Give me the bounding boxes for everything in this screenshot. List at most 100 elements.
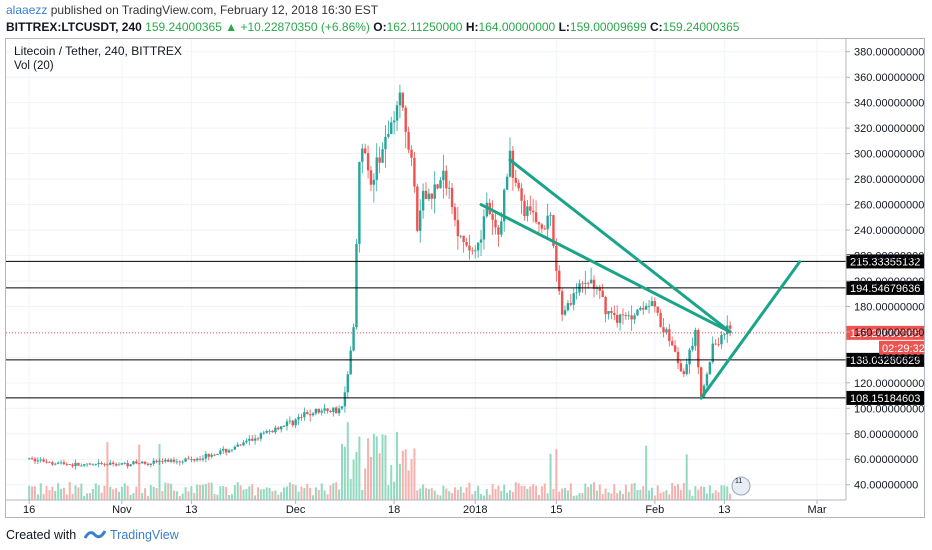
- volume-bar: [60, 488, 63, 500]
- candle-body: [720, 334, 723, 345]
- volume-bar: [520, 485, 523, 500]
- chart-frame[interactable]: [5, 38, 925, 518]
- volume-bar: [404, 449, 407, 500]
- candle-body: [558, 270, 561, 292]
- candle-body: [230, 449, 234, 451]
- candle-body: [560, 291, 564, 315]
- volume-bar: [193, 492, 196, 500]
- volume-bar: [167, 483, 170, 500]
- candle-body: [604, 297, 607, 315]
- volume-bar: [410, 459, 413, 500]
- volume-bar: [259, 489, 262, 500]
- volume-bar: [254, 495, 257, 500]
- volume-bar: [416, 490, 419, 500]
- candle-body: [479, 239, 483, 243]
- candle-body: [297, 416, 300, 420]
- candle-body: [627, 315, 630, 317]
- candle-body: [83, 464, 86, 466]
- tradingview-brand[interactable]: TradingView: [110, 528, 179, 542]
- candle-body: [485, 202, 489, 217]
- volume-bar: [653, 495, 656, 500]
- volume-bar: [540, 486, 543, 500]
- level-price-tag: [846, 390, 924, 405]
- candle-body: [387, 134, 390, 137]
- volume-bar: [662, 491, 665, 500]
- candle-body: [363, 148, 367, 154]
- volume-bar: [28, 485, 31, 500]
- candle-body: [300, 416, 303, 418]
- candle-body: [329, 411, 332, 413]
- volume-bar: [199, 484, 202, 500]
- volume-bar: [703, 486, 706, 500]
- tradingview-logo-icon[interactable]: [84, 526, 106, 542]
- candle-body: [508, 150, 512, 177]
- volume-bar: [555, 449, 558, 500]
- low-label: L:: [558, 20, 570, 34]
- candle-body: [62, 462, 66, 465]
- y-tick-label: 120.00000000: [854, 378, 924, 390]
- volume-bar: [173, 490, 175, 500]
- volume-bar: [645, 445, 648, 500]
- volume-bar: [83, 495, 86, 500]
- low-value: 159.00009699: [569, 20, 647, 34]
- candle-body: [688, 349, 691, 365]
- candle-body: [27, 458, 31, 460]
- y-tick-label: 260.00000000: [854, 200, 924, 212]
- volume-bar: [164, 482, 167, 500]
- candle-body: [381, 149, 384, 163]
- y-tick-label: 240.00000000: [854, 225, 924, 237]
- volume-bar: [71, 494, 74, 500]
- x-tick-label: 13: [185, 504, 197, 516]
- volume-bar: [117, 491, 120, 500]
- chart-canvas[interactable]: 215.33355132 194.54679636 138.03280629 108.…: [0, 0, 932, 520]
- candle-body: [697, 329, 700, 368]
- candle-body: [520, 188, 523, 201]
- candle-body: [210, 454, 213, 457]
- volume-bar: [230, 494, 233, 500]
- x-tick-label: 18: [388, 504, 400, 516]
- candle-body: [311, 413, 315, 416]
- volume-bar: [126, 485, 129, 500]
- volume-bar: [561, 488, 564, 500]
- volume-bar: [384, 434, 387, 500]
- candle-body: [227, 450, 231, 453]
- candle-body: [552, 215, 555, 247]
- candle-body: [468, 245, 471, 251]
- ohlc-line: BITTREX:LTCUSDT, 240 159.24000365 ▲ +10.…: [6, 20, 739, 34]
- volume-bar: [294, 485, 297, 500]
- volume-bar: [372, 433, 375, 500]
- candle-body: [572, 293, 575, 305]
- candle-body: [615, 314, 619, 323]
- footer: Created with TradingView: [0, 520, 932, 550]
- candle-body: [181, 461, 184, 463]
- y-tick-label: 80.00000000: [854, 429, 918, 441]
- candle-body: [259, 433, 263, 439]
- flag-icon[interactable]: [731, 476, 751, 496]
- volume-bar: [459, 486, 462, 500]
- volume-bar: [68, 482, 71, 500]
- volume-bar: [245, 489, 248, 500]
- volume-bar: [207, 482, 210, 500]
- volume-bar: [361, 489, 364, 500]
- volume-bar: [387, 485, 390, 500]
- volume-bar: [248, 486, 251, 500]
- high-label: H:: [465, 20, 479, 34]
- volume-bar: [51, 486, 54, 500]
- level-price-tag: [846, 254, 924, 269]
- volume-bar: [236, 482, 239, 500]
- volume-bar: [222, 486, 225, 500]
- author-link[interactable]: alaaezz: [6, 3, 48, 17]
- candle-body: [465, 242, 468, 246]
- candle-body: [97, 462, 100, 464]
- candle-body: [103, 464, 106, 465]
- candle-body: [326, 408, 329, 412]
- candle-body: [410, 149, 413, 158]
- candle-body: [653, 301, 657, 307]
- volume-bar: [682, 483, 685, 500]
- volume-bar: [329, 485, 332, 500]
- candle-body: [659, 312, 662, 328]
- volume-bar: [691, 495, 694, 500]
- volume-bar: [413, 448, 416, 500]
- x-tick-label: 15: [550, 504, 562, 516]
- volume-bar: [358, 436, 361, 500]
